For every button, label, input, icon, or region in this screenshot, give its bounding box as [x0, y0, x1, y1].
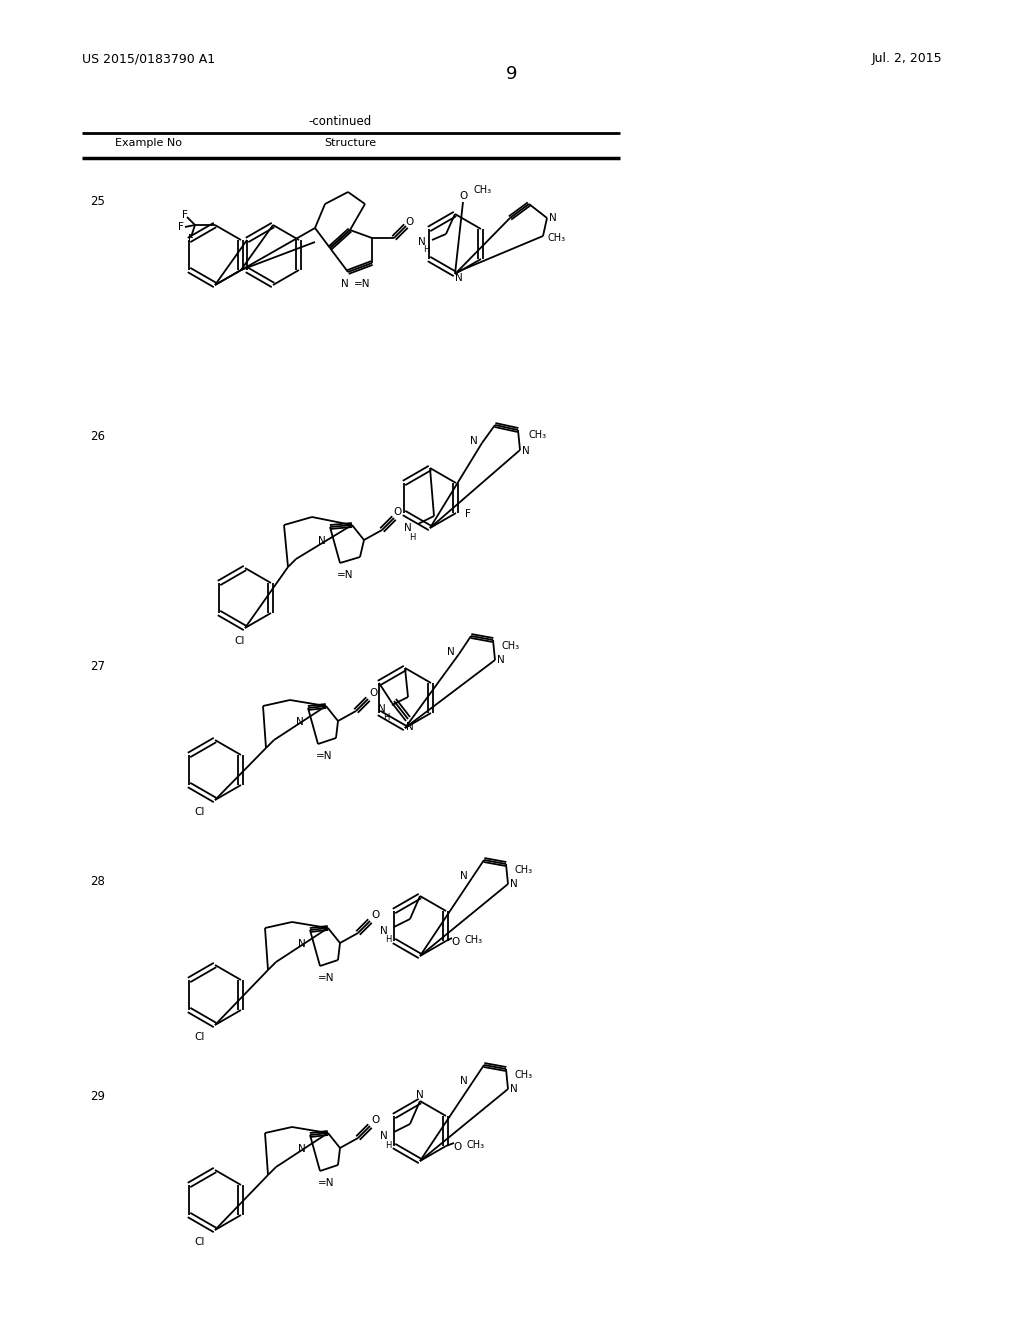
Text: CH₃: CH₃ [502, 642, 520, 651]
Text: 26: 26 [90, 430, 105, 444]
Text: N: N [380, 927, 388, 936]
Text: H: H [409, 532, 415, 541]
Text: Cl: Cl [195, 1237, 205, 1247]
Text: N: N [298, 1144, 306, 1154]
Text: N: N [447, 647, 455, 657]
Text: O: O [454, 1142, 462, 1152]
Text: N: N [298, 939, 306, 949]
Text: Cl: Cl [234, 636, 245, 645]
Text: Cl: Cl [195, 1032, 205, 1041]
Text: Jul. 2, 2015: Jul. 2, 2015 [871, 51, 942, 65]
Text: =N: =N [315, 751, 332, 762]
Text: CH₃: CH₃ [465, 935, 483, 945]
Text: H: H [423, 246, 429, 255]
Text: N: N [470, 436, 478, 446]
Text: N: N [460, 1076, 468, 1086]
Text: -continued: -continued [308, 115, 372, 128]
Text: H: H [385, 936, 391, 945]
Text: F: F [465, 510, 471, 519]
Text: Example No: Example No [115, 139, 182, 148]
Text: N: N [510, 1084, 518, 1094]
Text: N: N [341, 279, 349, 289]
Text: N: N [455, 273, 463, 282]
Text: =N: =N [317, 973, 334, 983]
Text: O: O [406, 216, 414, 227]
Text: N: N [404, 523, 412, 533]
Text: 28: 28 [90, 875, 104, 888]
Text: =N: =N [337, 570, 353, 579]
Text: N: N [549, 213, 557, 223]
Text: O: O [394, 507, 402, 517]
Text: 9: 9 [506, 65, 518, 83]
Text: US 2015/0183790 A1: US 2015/0183790 A1 [82, 51, 215, 65]
Text: N: N [510, 879, 518, 888]
Text: F: F [178, 222, 184, 232]
Text: =N: =N [353, 279, 371, 289]
Text: N: N [378, 704, 386, 714]
Text: N: N [460, 871, 468, 880]
Text: N: N [418, 238, 426, 247]
Text: N: N [522, 446, 529, 455]
Text: O: O [459, 191, 467, 201]
Text: H: H [383, 714, 389, 722]
Text: N: N [416, 1090, 424, 1100]
Text: O: O [372, 909, 380, 920]
Text: O: O [452, 937, 460, 946]
Text: O: O [372, 1115, 380, 1125]
Text: 29: 29 [90, 1090, 105, 1104]
Text: N: N [407, 722, 414, 733]
Text: F: F [182, 210, 188, 220]
Text: H: H [385, 1140, 391, 1150]
Text: CH₃: CH₃ [515, 1071, 534, 1080]
Text: CH₃: CH₃ [467, 1140, 485, 1150]
Text: CH₃: CH₃ [515, 865, 534, 875]
Text: Structure: Structure [324, 139, 376, 148]
Text: CH₃: CH₃ [529, 430, 547, 440]
Text: F: F [188, 234, 194, 244]
Text: CH₃: CH₃ [474, 185, 493, 195]
Text: N: N [296, 717, 304, 727]
Text: Cl: Cl [195, 807, 205, 817]
Text: N: N [497, 655, 505, 665]
Text: =N: =N [317, 1177, 334, 1188]
Text: 25: 25 [90, 195, 104, 209]
Text: N: N [318, 536, 326, 546]
Text: N: N [380, 1131, 388, 1140]
Text: O: O [370, 688, 378, 698]
Text: 27: 27 [90, 660, 105, 673]
Text: CH₃: CH₃ [548, 234, 566, 243]
